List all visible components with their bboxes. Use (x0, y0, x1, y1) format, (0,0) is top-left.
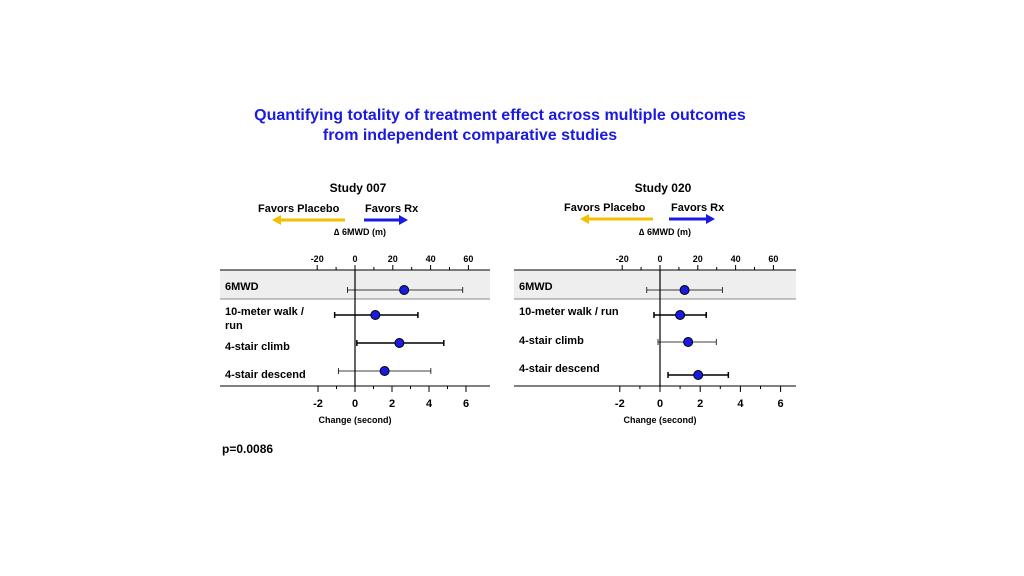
top-tick-label: 60 (768, 254, 778, 264)
row-label: 4-stair descend (519, 363, 600, 375)
favors-placebo-arrow-icon (272, 215, 281, 225)
panel-title: Study 007 (330, 181, 387, 195)
row-label: 6MWD (519, 281, 553, 293)
bottom-tick-label: 2 (389, 398, 395, 410)
top-tick-label: -20 (311, 254, 324, 264)
top-tick-label: 40 (731, 254, 741, 264)
row-label-cont: run (225, 320, 243, 332)
highlight-band (514, 270, 796, 299)
bottom-tick-label: 0 (657, 398, 663, 410)
favors-rx-arrow-icon (706, 214, 715, 224)
top-tick-label: 40 (426, 254, 436, 264)
favors-rx-arrow-icon (399, 215, 408, 225)
point-estimate (683, 337, 694, 347)
bottom-tick-label: -2 (313, 398, 323, 410)
bottom-tick-label: 0 (352, 398, 358, 410)
row-label: 4-stair climb (519, 335, 584, 347)
row-label: 10-meter walk / run (519, 306, 619, 318)
chart-title-line-2: from independent comparative studies (322, 127, 618, 144)
top-axis-label: ∆ 6MWD (m) (639, 227, 691, 237)
favors-placebo-label: Favors Placebo (258, 203, 340, 215)
point-estimate (693, 370, 704, 380)
favors-placebo-label: Favors Placebo (564, 202, 646, 214)
bottom-tick-label: 6 (463, 398, 469, 410)
top-tick-label: 0 (657, 254, 662, 264)
bottom-axis-label: Change (second) (318, 415, 391, 425)
p-value: p=0.0086 (222, 442, 274, 456)
point-estimate (379, 366, 390, 376)
chart-title-line-1: Quantifying totality of treatment effect… (254, 107, 746, 124)
bottom-tick-label: 6 (778, 398, 784, 410)
point-estimate (399, 285, 410, 295)
row-label: 10-meter walk / (225, 306, 304, 318)
favors-rx-label: Favors Rx (365, 203, 419, 215)
top-tick-label: 20 (388, 254, 398, 264)
point-estimate (394, 338, 405, 348)
point-estimate (679, 285, 690, 295)
favors-rx-label: Favors Rx (671, 202, 725, 214)
top-tick-label: 0 (352, 254, 357, 264)
bottom-tick-label: 4 (426, 398, 433, 410)
top-tick-label: -20 (616, 254, 629, 264)
point-estimate (370, 310, 381, 320)
favors-placebo-arrow-icon (580, 214, 589, 224)
top-tick-label: 60 (463, 254, 473, 264)
bottom-tick-label: -2 (615, 398, 625, 410)
top-axis-label: ∆ 6MWD (m) (334, 227, 386, 237)
bottom-axis-label: Change (second) (623, 415, 696, 425)
point-estimate (675, 310, 686, 320)
row-label: 6MWD (225, 281, 259, 293)
row-label: 4-stair descend (225, 369, 306, 381)
bottom-tick-label: 2 (697, 398, 703, 410)
bottom-tick-label: 4 (737, 398, 744, 410)
top-tick-label: 20 (693, 254, 703, 264)
row-label: 4-stair climb (225, 341, 290, 353)
panel-title: Study 020 (635, 181, 692, 195)
